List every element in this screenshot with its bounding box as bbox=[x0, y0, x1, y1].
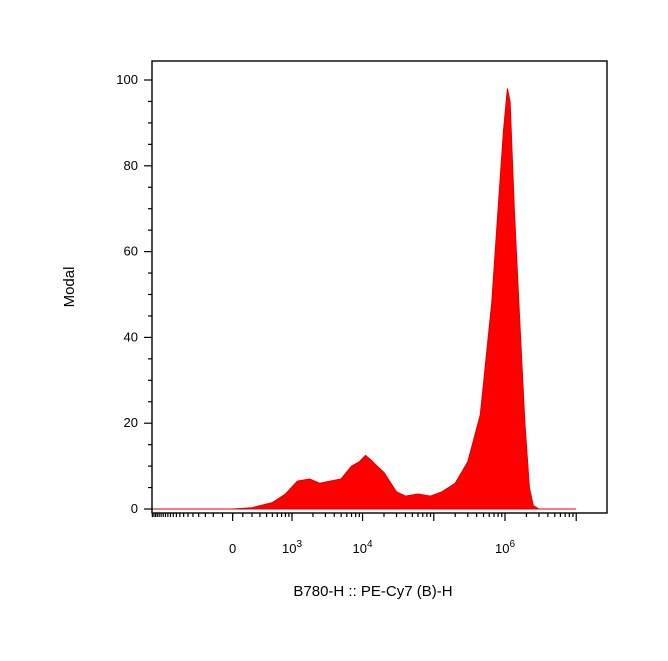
x-tick-label: 104 bbox=[353, 539, 373, 556]
y-axis: 0 20 40 60 80 100 bbox=[116, 72, 152, 516]
x-axis: 0 103 104 106 bbox=[151, 513, 577, 556]
plot-frame bbox=[151, 60, 608, 514]
y-tick-label: 60 bbox=[124, 244, 138, 259]
y-tick-label: 20 bbox=[124, 415, 138, 430]
y-tick-label: 80 bbox=[124, 158, 138, 173]
x-axis-label: B780-H :: PE-Cy7 (B)-H bbox=[293, 583, 452, 600]
x-tick-label: 0 bbox=[229, 541, 236, 556]
y-tick-label: 0 bbox=[131, 501, 138, 516]
histogram-area bbox=[151, 88, 577, 510]
x-tick-label: 103 bbox=[282, 539, 302, 556]
x-tick-label: 106 bbox=[495, 539, 515, 556]
y-axis-label: Modal bbox=[61, 267, 78, 308]
y-tick-label: 40 bbox=[124, 329, 138, 344]
y-tick-label: 100 bbox=[116, 72, 138, 87]
